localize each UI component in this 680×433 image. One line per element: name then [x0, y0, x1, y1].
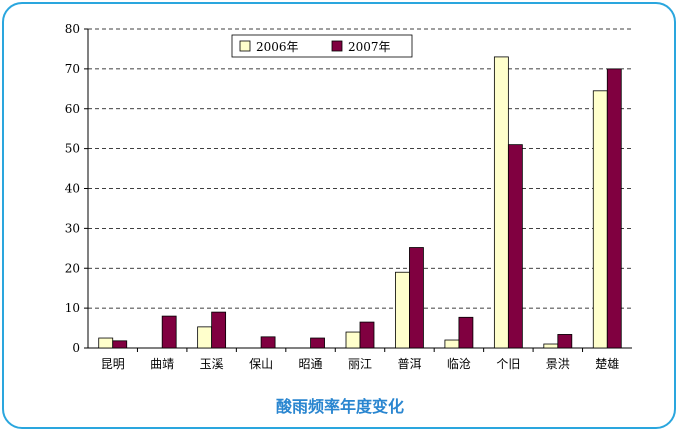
bar-2007年-玉溪: [211, 311, 227, 349]
bar-2007年-保山: [260, 336, 276, 349]
y-tick-label: 10: [65, 301, 80, 315]
bar-2007年-景洪: [557, 334, 573, 349]
y-tick-label: 80: [65, 22, 80, 36]
x-category-label: 楚雄: [595, 356, 619, 371]
bar-2006年-普洱: [395, 271, 410, 349]
y-tick-label: 20: [65, 261, 80, 275]
chart-frame: [2, 2, 676, 429]
bar-2006年-丽江: [345, 331, 361, 349]
bar-2006年-玉溪: [197, 326, 213, 349]
legend-swatch: [239, 40, 251, 52]
bar-2007年-昆明: [112, 340, 128, 349]
bar-2006年-临沧: [444, 339, 460, 349]
x-category-label: 曲靖: [150, 357, 174, 371]
legend: 2006年 2007年: [231, 34, 413, 58]
legend-swatch: [331, 40, 343, 52]
x-category-label: 丽江: [348, 357, 372, 371]
y-tick-label: 70: [65, 62, 80, 76]
y-tick-label: 30: [65, 221, 80, 235]
legend-box: [231, 34, 413, 58]
bar-2007年-个旧: [507, 144, 523, 349]
grid-lines: [88, 28, 632, 309]
bar-2007年-昭通: [310, 337, 325, 349]
bars: [98, 56, 622, 349]
bar-2007年-临沧: [458, 316, 474, 349]
bar-2007年-楚雄: [606, 68, 622, 349]
y-tick-labels: 0 10 20 30 40 50 60 70 80: [65, 22, 80, 355]
chart-caption: 酸雨频率年度变化: [275, 397, 404, 416]
x-category-label: 临沧: [447, 356, 471, 371]
x-category-label: 普洱: [397, 357, 421, 371]
y-tick-label: 50: [65, 142, 80, 156]
bar-2006年-个旧: [493, 56, 509, 349]
axes: [84, 28, 632, 352]
bar-2006年-楚雄: [592, 90, 608, 349]
bar-2007年-普洱: [409, 247, 424, 349]
y-tick-label: 0: [72, 341, 80, 355]
bar-2006年-昆明: [98, 337, 114, 349]
x-category-labels: 昆明 曲靖 玉溪 保山 昭通 丽江 普洱 临沧 个旧 景洪 楚雄: [101, 356, 620, 371]
y-tick-label: 60: [65, 102, 80, 116]
y-tick-label: 40: [65, 182, 80, 196]
bar-2006年-景洪: [543, 343, 559, 349]
x-category-label: 个旧: [496, 357, 520, 371]
x-category-label: 昆明: [101, 357, 125, 371]
x-category-label: 景洪: [546, 357, 570, 371]
x-category-label: 保山: [249, 357, 273, 371]
x-category-label: 昭通: [299, 357, 323, 371]
bar-2007年-曲靖: [161, 315, 177, 349]
x-category-label: 玉溪: [200, 357, 224, 371]
bar-2007年-丽江: [359, 321, 375, 349]
legend-label: 2007年: [348, 40, 391, 54]
legend-label: 2006年: [256, 40, 299, 54]
